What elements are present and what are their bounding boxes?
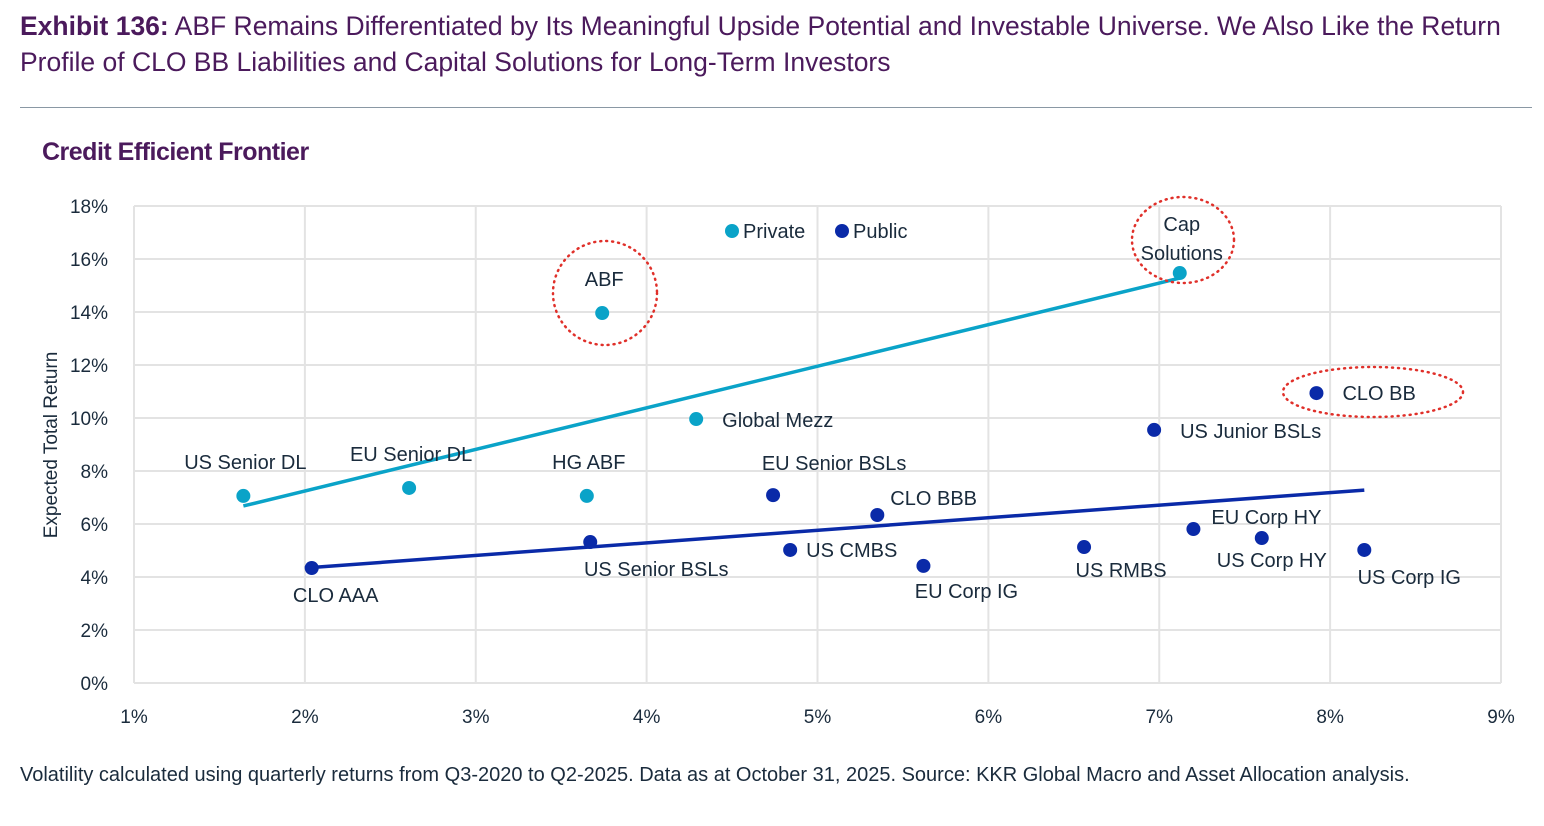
data-point [1357, 542, 1372, 557]
data-point [583, 535, 598, 550]
x-tick-label: 8% [1316, 707, 1344, 728]
chart-title: Credit Efficient Frontier [42, 138, 309, 166]
data-label: CLO BB [1342, 383, 1415, 405]
data-point [579, 488, 594, 503]
y-tick-label: 0% [81, 674, 109, 695]
data-label: US Senior DL [184, 452, 306, 474]
data-label: CLO AAA [293, 585, 379, 607]
data-point [595, 306, 610, 321]
data-label: Global Mezz [722, 410, 833, 432]
y-tick-label: 4% [81, 568, 109, 589]
trendline-private [242, 276, 1181, 508]
data-point [1309, 386, 1324, 401]
data-label: US Corp IG [1358, 567, 1461, 589]
data-label: US Senior BSLs [584, 559, 729, 581]
exhibit-title: Exhibit 136: ABF Remains Differentiated … [20, 8, 1520, 80]
y-tick-label: 12% [70, 356, 108, 377]
y-tick-label: 8% [81, 462, 109, 483]
data-label: EU Corp IG [915, 581, 1018, 603]
y-tick-label: 6% [81, 515, 109, 536]
data-point [236, 488, 251, 503]
data-label: CLO BBB [890, 488, 977, 510]
highlight-circle [1130, 195, 1236, 285]
data-point [1147, 422, 1162, 437]
data-label: Solutions [1141, 243, 1223, 265]
legend-label: Private [743, 221, 805, 243]
y-tick-label: 16% [70, 250, 108, 271]
y-tick-label: 18% [70, 197, 108, 218]
data-label: US RMBS [1076, 560, 1167, 582]
x-tick-label: 7% [1146, 707, 1174, 728]
data-point [689, 412, 704, 427]
data-label: Cap [1163, 214, 1200, 236]
data-point [1186, 522, 1201, 537]
y-tick-label: 2% [81, 621, 109, 642]
trendline-public [304, 488, 1365, 570]
data-point [1077, 540, 1092, 555]
data-label: EU Senior DL [350, 444, 472, 466]
exhibit-title-text: ABF Remains Differentiated by Its Meanin… [20, 11, 1501, 77]
divider [20, 107, 1532, 108]
data-point [870, 507, 885, 522]
y-axis-label: Expected Total Return [41, 352, 62, 539]
legend-marker-private [725, 224, 739, 238]
x-tick-label: 5% [804, 707, 832, 728]
highlight-circle [1281, 365, 1465, 419]
x-tick-label: 1% [120, 707, 148, 728]
data-label: US CMBS [806, 540, 897, 562]
data-point [402, 480, 417, 495]
x-tick-label: 9% [1487, 707, 1515, 728]
y-tick-label: 10% [70, 409, 108, 430]
x-tick-label: 6% [975, 707, 1003, 728]
y-tick-label: 14% [70, 303, 108, 324]
x-tick-label: 4% [633, 707, 661, 728]
data-label: EU Corp HY [1211, 507, 1321, 529]
highlight-circle [551, 239, 659, 347]
data-label: HG ABF [552, 452, 625, 474]
data-point [916, 558, 931, 573]
data-point [1254, 531, 1269, 546]
x-tick-label: 3% [462, 707, 490, 728]
data-point [1172, 266, 1187, 281]
data-label: US Corp HY [1217, 550, 1327, 572]
legend-marker-public [835, 224, 849, 238]
legend-label: Public [853, 221, 907, 243]
data-point [766, 488, 781, 503]
x-tick-label: 2% [291, 707, 319, 728]
data-label: EU Senior BSLs [762, 453, 907, 475]
data-label: ABF [585, 269, 624, 291]
footnote: Volatility calculated using quarterly re… [20, 764, 1410, 786]
data-point [304, 560, 319, 575]
data-point [783, 542, 798, 557]
exhibit-number: Exhibit 136: [20, 11, 169, 41]
data-label: US Junior BSLs [1180, 421, 1321, 443]
